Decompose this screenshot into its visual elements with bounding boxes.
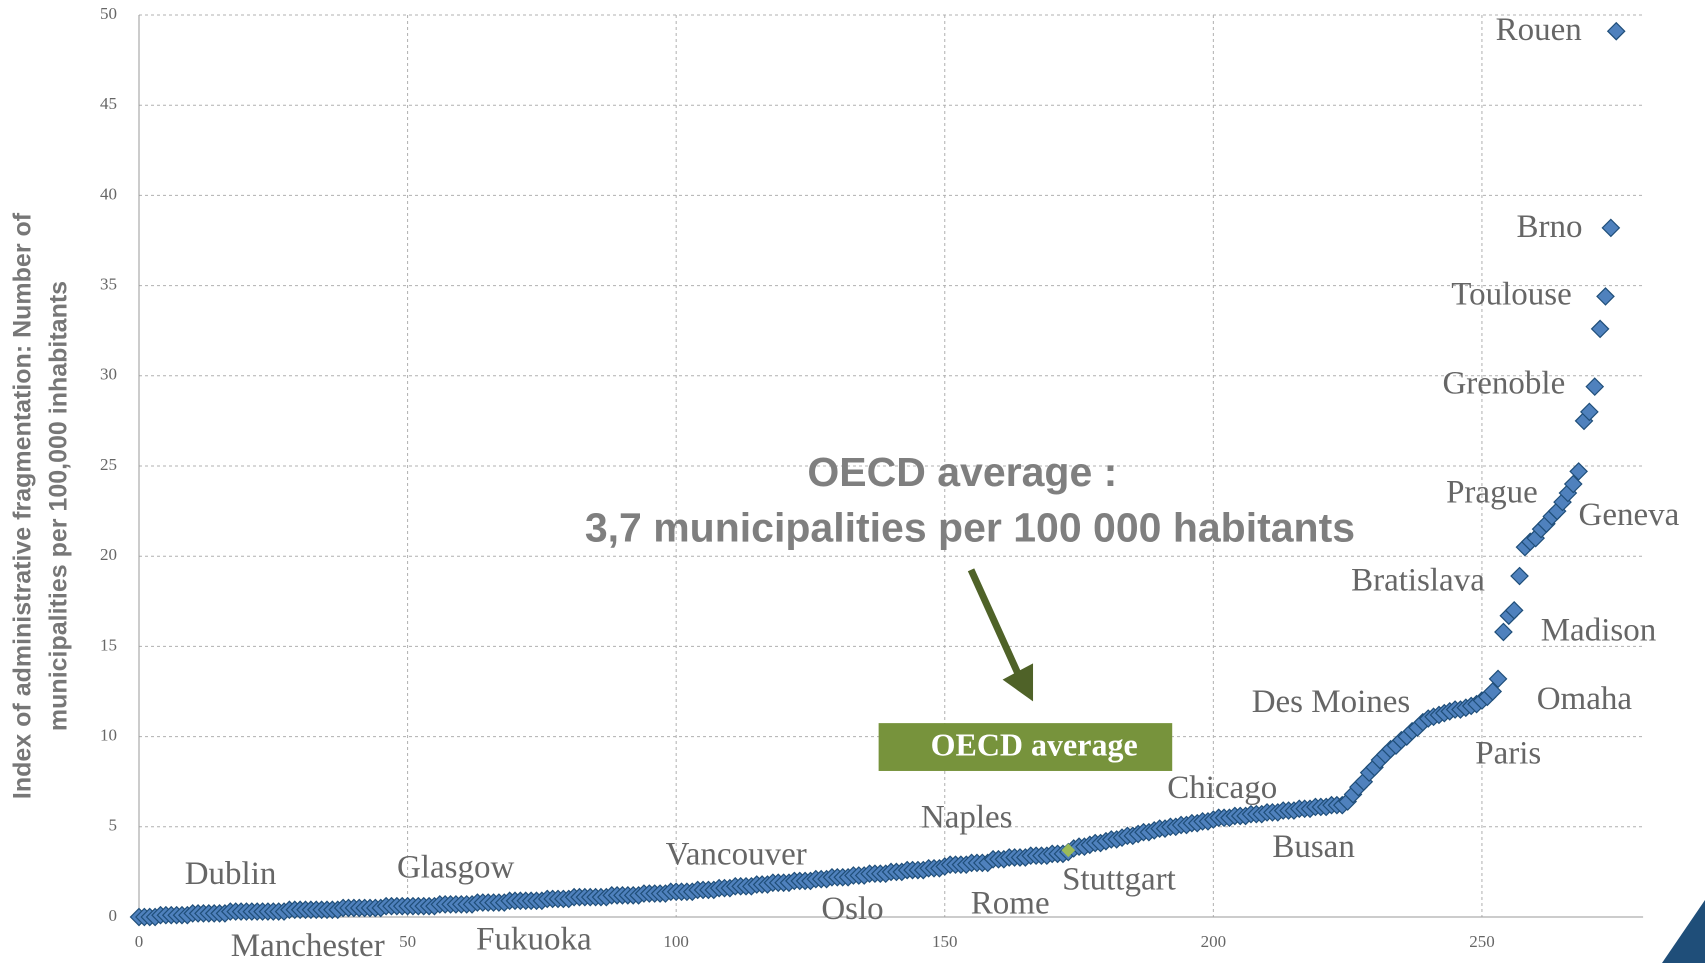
city-label: Chicago [1167, 770, 1277, 806]
city-label: Rome [971, 885, 1050, 921]
data-point [1483, 682, 1503, 701]
x-tick-label: 50 [399, 932, 416, 951]
city-label: Fukuoka [476, 921, 592, 957]
corner-decoration [1662, 900, 1705, 963]
data-point [1580, 402, 1599, 422]
city-label: Prague [1446, 474, 1538, 510]
city-label: Grenoble [1442, 366, 1565, 402]
x-tick-label: 150 [932, 932, 958, 951]
city-label: Brno [1517, 209, 1583, 245]
highlight-point [1061, 843, 1076, 858]
city-label: Naples [921, 799, 1013, 835]
city-label: Oslo [821, 891, 883, 927]
x-tick-label: 200 [1201, 932, 1227, 951]
city-label: Dublin [185, 856, 277, 892]
data-point [1494, 622, 1513, 642]
x-tick-label: 0 [135, 932, 144, 951]
badge-label: OECD average [931, 726, 1138, 762]
city-label: Geneva [1579, 497, 1680, 533]
data-point [1601, 218, 1621, 238]
city-label: Glasgow [397, 849, 514, 885]
y-tick-label: 35 [100, 275, 117, 294]
arrow-head [1002, 663, 1034, 702]
city-label: Paris [1475, 735, 1541, 771]
y-tick-label: 15 [100, 635, 117, 654]
data-point [1590, 319, 1610, 339]
y-tick-label: 30 [100, 365, 117, 384]
y-axis-label: Index of administrative fragmentation: N… [9, 212, 37, 799]
callout-text: 3,7 municipalities per 100 000 habitants [585, 504, 1355, 550]
y-tick-label: 10 [100, 726, 117, 745]
callout-title: OECD average : [807, 449, 1117, 495]
arrow-shaft [967, 568, 1026, 685]
data-point [1596, 287, 1615, 306]
data-point [1510, 566, 1529, 586]
data-point [1488, 669, 1508, 689]
y-tick-label: 20 [100, 545, 117, 564]
y-tick-label: 50 [100, 4, 117, 23]
city-label: Bratislava [1351, 562, 1485, 598]
data-point [1569, 462, 1588, 481]
city-label: Stuttgart [1062, 861, 1176, 897]
y-axis-label: municipalities per 100,000 inhabitants [45, 281, 73, 731]
y-tick-label: 40 [100, 184, 117, 203]
city-label: Vancouver [666, 836, 807, 872]
y-tick-label: 25 [100, 455, 117, 474]
y-tick-label: 45 [100, 94, 117, 113]
city-label: Des Moines [1252, 684, 1411, 720]
city-label: Manchester [231, 928, 385, 963]
city-label: Toulouse [1451, 276, 1572, 312]
city-label: Rouen [1496, 12, 1582, 48]
data-point [1585, 377, 1605, 396]
data-point [1504, 600, 1524, 620]
x-tick-label: 250 [1469, 932, 1495, 951]
city-label: Omaha [1537, 681, 1633, 717]
y-tick-label: 5 [109, 816, 118, 835]
data-point [1606, 21, 1626, 41]
data-point [1563, 474, 1583, 494]
badge-box [878, 723, 1173, 771]
city-label: Madison [1541, 612, 1657, 648]
x-tick-label: 100 [663, 932, 689, 951]
city-label: Busan [1272, 829, 1355, 865]
y-tick-label: 0 [109, 906, 118, 925]
